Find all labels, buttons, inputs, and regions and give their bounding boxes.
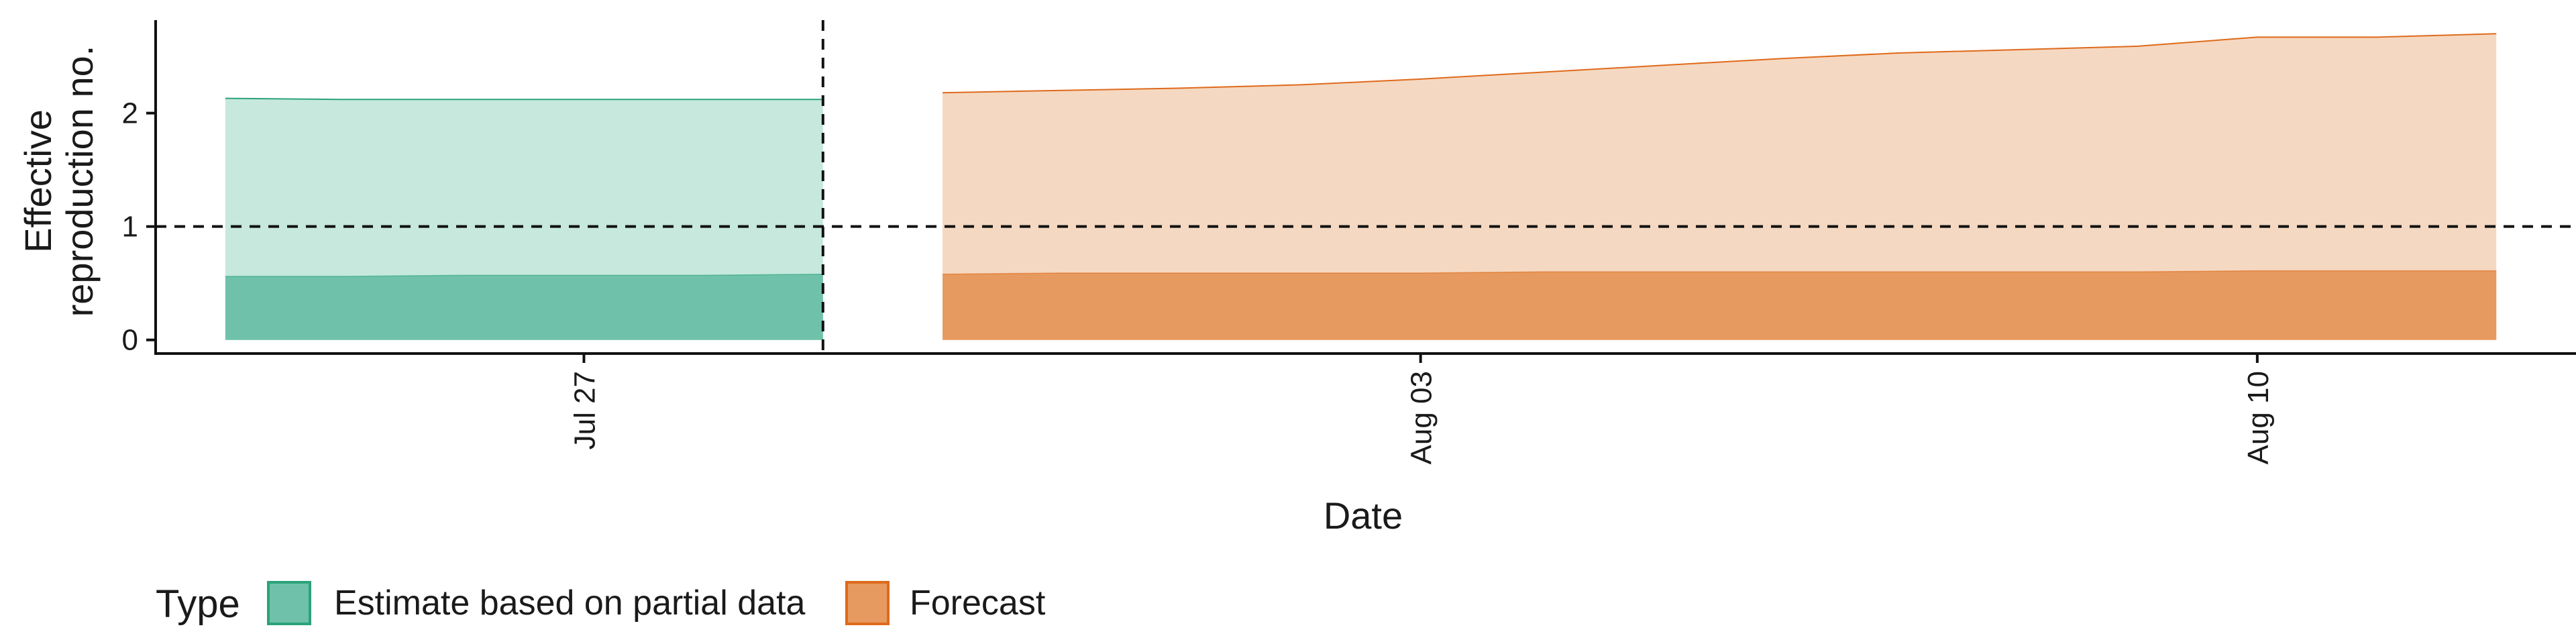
x-tick-label-2020-08-10: Aug 10 [2242,371,2275,464]
x-tick-label-2020-08-03: Aug 03 [1405,371,1438,464]
series-forecast-mid-line [942,270,2497,275]
y-tick-label-0: 0 [122,324,138,357]
series-estimate-inner-band [225,274,823,340]
series-forecast-inner-band [943,270,2497,340]
legend-label-forecast: Forecast [910,584,1046,623]
y-axis-title-line-1: Effective [17,109,59,253]
series-estimate-mid-line [225,273,823,277]
reference-lines [156,20,2576,354]
legend-swatch-forecast [845,581,890,625]
y-axis-title: Effective reproduction no. [17,46,101,317]
y-tick-label-1: 1 [122,211,138,244]
legend-swatch-estimate [267,581,311,625]
ticks: 0 1 2 Jul 27 Aug 03 Aug 10 [122,97,2275,465]
y-tick-label-2: 2 [122,97,138,130]
y-axis-title-line-2: reproduction no. [58,46,101,317]
axes [154,20,2576,355]
data-layer [225,33,2497,340]
legend-label-estimate: Estimate based on partial data [334,584,806,623]
legend: Type Estimate based on partial data Fore… [156,581,1046,626]
x-tick-label-2020-07-27: Jul 27 [569,371,602,449]
series-estimate-upper-line [225,97,823,101]
x-axis-title: Date [1324,494,1403,537]
legend-title: Type [156,582,240,626]
series-forecast-upper-line [942,33,2497,94]
series-forecast-outer-band [943,34,2497,340]
